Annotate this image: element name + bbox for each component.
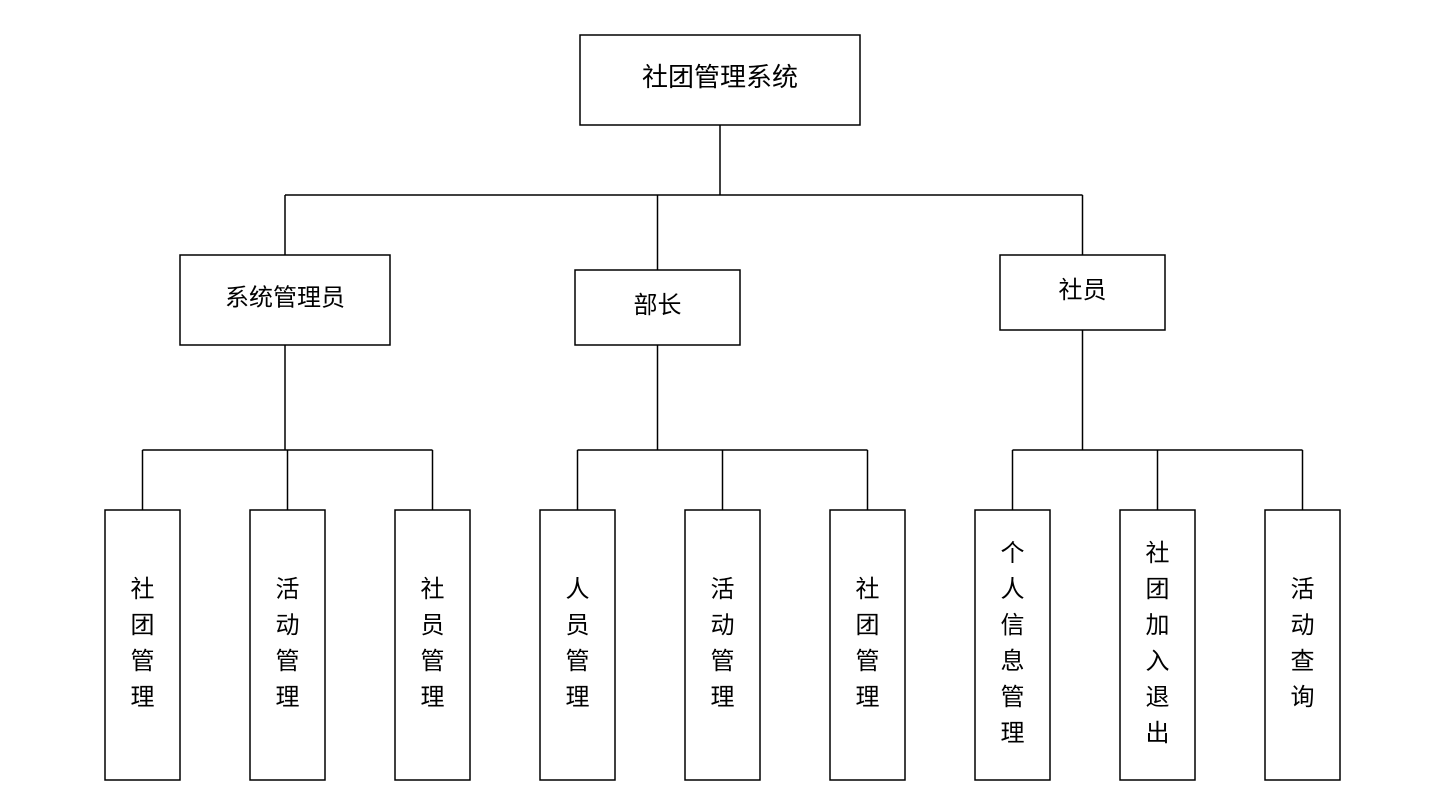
node-label-admin: 系统管理员 [225,285,345,312]
node-a1: 社团管理 [105,510,180,780]
node-admin: 系统管理员 [180,255,390,345]
node-b1: 人员管理 [540,510,615,780]
node-c3: 活动查询 [1265,510,1340,780]
node-b2: 活动管理 [685,510,760,780]
node-label-leader: 部长 [634,292,682,319]
node-a2: 活动管理 [250,510,325,780]
node-a3: 社员管理 [395,510,470,780]
node-root: 社团管理系统 [580,35,860,125]
node-label-root: 社团管理系统 [642,63,798,92]
org-chart: 社团管理系统系统管理员部长社员社团管理活动管理社员管理人员管理活动管理社团管理个… [0,0,1444,807]
nodes: 社团管理系统系统管理员部长社员社团管理活动管理社员管理人员管理活动管理社团管理个… [105,35,1340,780]
node-c1: 个人信息管理 [975,510,1050,780]
node-leader: 部长 [575,270,740,345]
node-label-member: 社员 [1059,277,1107,304]
node-member: 社员 [1000,255,1165,330]
node-b3: 社团管理 [830,510,905,780]
node-c2: 社团加入退出 [1120,510,1195,780]
